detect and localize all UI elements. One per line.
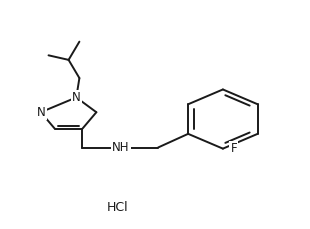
Text: HCl: HCl [107, 201, 129, 214]
Text: N: N [72, 91, 81, 104]
Text: NH: NH [112, 141, 130, 154]
Text: F: F [231, 142, 237, 155]
Text: N: N [37, 106, 45, 119]
